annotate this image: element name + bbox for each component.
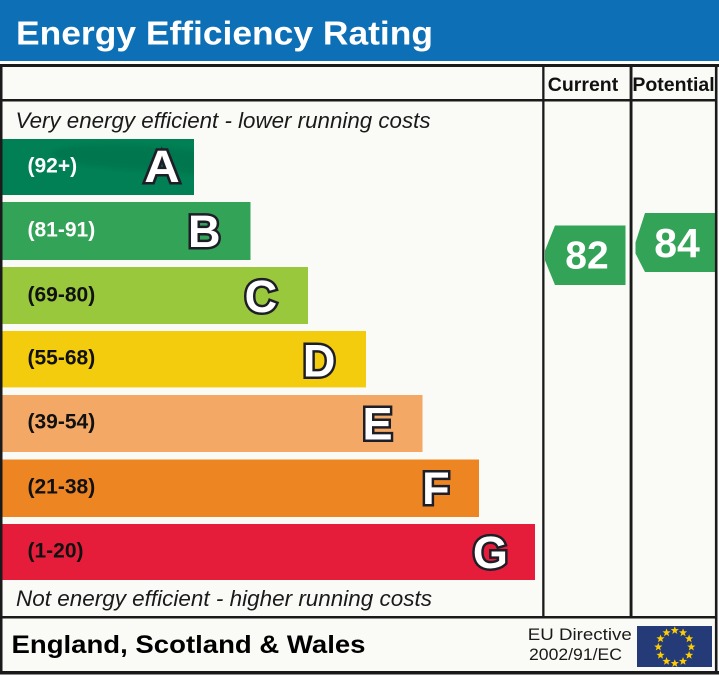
svg-text:(69-80): (69-80) (28, 284, 96, 307)
svg-text:(92+): (92+) (28, 155, 78, 178)
svg-text:Potential: Potential (632, 74, 714, 96)
svg-text:(55-68): (55-68) (28, 347, 96, 370)
svg-text:(39-54): (39-54) (28, 411, 96, 434)
svg-text:F: F (422, 463, 450, 514)
svg-text:(81-91): (81-91) (28, 219, 96, 242)
svg-text:E: E (362, 399, 392, 450)
svg-text:Current: Current (548, 74, 619, 96)
svg-text:EU Directive: EU Directive (528, 626, 632, 644)
svg-text:82: 82 (565, 235, 608, 278)
svg-text:G: G (473, 527, 508, 578)
svg-text:England, Scotland & Wales: England, Scotland & Wales (12, 631, 366, 659)
svg-text:Not energy efficient - higher: Not energy efficient - higher running co… (16, 586, 432, 611)
svg-text:2002/91/EC: 2002/91/EC (529, 646, 622, 664)
svg-text:(21-38): (21-38) (28, 476, 96, 499)
svg-text:D: D (303, 336, 336, 387)
svg-text:C: C (245, 271, 278, 322)
svg-text:Energy Efficiency Rating: Energy Efficiency Rating (16, 15, 433, 52)
svg-text:(1-20): (1-20) (28, 540, 84, 563)
svg-text:A: A (144, 141, 180, 192)
svg-text:Very energy efficient - lower: Very energy efficient - lower running co… (16, 108, 431, 133)
svg-text:84: 84 (654, 220, 700, 266)
svg-text:B: B (188, 206, 221, 257)
